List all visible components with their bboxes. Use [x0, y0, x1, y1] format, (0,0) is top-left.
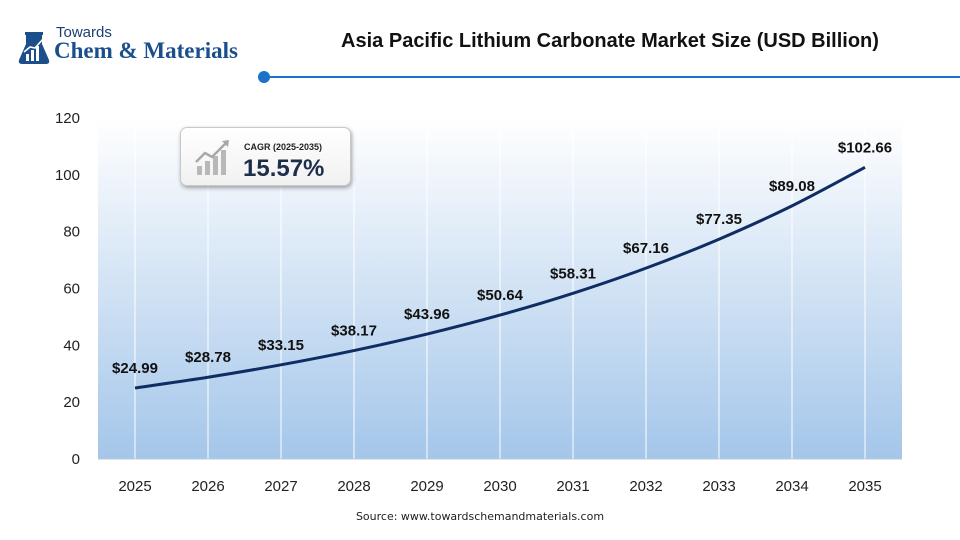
data-label: $77.35 [696, 211, 742, 228]
cagr-value: 15.57% [243, 155, 325, 182]
y-tick-label: 120 [55, 110, 80, 127]
logo: Towards Chem & Materials [16, 24, 256, 68]
data-label: $102.66 [838, 139, 892, 156]
data-label: $38.17 [331, 323, 377, 340]
y-tick-label: 60 [63, 281, 80, 298]
y-tick-label: 40 [63, 337, 80, 354]
x-axis: 2025 2026 2027 2028 2029 2030 2031 2032 2033 2034… [118, 478, 881, 495]
title-divider [266, 76, 960, 78]
flask-chart-icon [18, 32, 50, 64]
x-tick-label: 2028 [337, 478, 370, 495]
logo-text-big: Chem & Materials [54, 38, 238, 63]
data-label: $89.08 [769, 178, 815, 195]
chart-title: Asia Pacific Lithium Carbonate Market Si… [341, 30, 879, 52]
x-tick-label: 2033 [702, 478, 735, 495]
x-tick-label: 2034 [775, 478, 808, 495]
x-tick-label: 2030 [483, 478, 516, 495]
x-tick-label: 2026 [191, 478, 224, 495]
x-tick-label: 2031 [556, 478, 589, 495]
x-tick-label: 2035 [848, 478, 881, 495]
growth-chart-icon [195, 140, 229, 175]
title-divider-dot [258, 71, 270, 83]
data-labels: $24.99 $28.78 $33.15 $38.17 $43.96 $50.64 $58.… [112, 139, 892, 377]
data-label: $67.16 [623, 240, 669, 257]
data-label: $33.15 [258, 337, 304, 354]
x-tick-label: 2032 [629, 478, 662, 495]
x-tick-label: 2027 [264, 478, 297, 495]
y-tick-label: 20 [63, 394, 80, 411]
data-label: $58.31 [550, 265, 596, 282]
y-tick-label: 80 [63, 224, 80, 241]
y-tick-label: 100 [55, 167, 80, 184]
cagr-callout: CAGR (2025-2035) 15.57% [180, 127, 351, 186]
logo-text-small: Towards [56, 24, 112, 41]
x-tick-label: 2029 [410, 478, 443, 495]
data-label: $28.78 [185, 349, 231, 366]
x-tick-label: 2025 [118, 478, 151, 495]
data-label: $43.96 [404, 306, 450, 323]
data-label: $50.64 [477, 287, 524, 304]
series-line [134, 165, 866, 390]
y-tick-label: 0 [72, 451, 80, 468]
source-note: Source: www.towardschemandmaterials.com [355, 510, 605, 523]
y-axis: 0 20 40 60 80 100 120 [55, 110, 80, 468]
data-label: $24.99 [112, 360, 158, 377]
cagr-label: CAGR (2025-2035) [244, 142, 323, 152]
